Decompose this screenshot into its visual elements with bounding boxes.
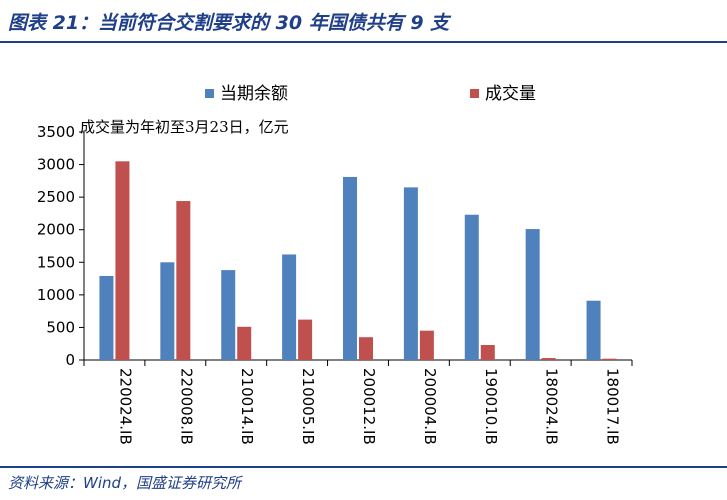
x-category-label: 220024.IB bbox=[116, 368, 134, 445]
legend-swatch bbox=[470, 89, 479, 98]
x-category-label: 180024.IB bbox=[543, 368, 561, 445]
bar-balance bbox=[525, 229, 540, 360]
bar-volume bbox=[480, 345, 495, 360]
x-category-label: 210005.IB bbox=[299, 368, 317, 445]
chart-annotation: 成交量为年初至3月23日，亿元 bbox=[80, 118, 289, 136]
bar-balance bbox=[221, 270, 236, 360]
legend-label: 当期余额 bbox=[220, 84, 288, 104]
bar-volume bbox=[602, 358, 617, 360]
bar-balance bbox=[586, 300, 601, 360]
header: 图表 21：当前符合交割要求的 30 年国债共有 9 支 bbox=[0, 0, 727, 44]
bar-volume bbox=[359, 337, 373, 360]
source-note: 资料来源：Wind，国盛证券研究所 bbox=[8, 474, 242, 492]
x-category-label: 190010.IB bbox=[482, 368, 500, 445]
y-tick-label: 3000 bbox=[37, 156, 75, 174]
bar-balance bbox=[343, 176, 357, 360]
title-rule bbox=[0, 41, 727, 43]
bar-balance bbox=[282, 254, 297, 360]
x-category-label: 200012.IB bbox=[360, 368, 378, 445]
legend-swatch bbox=[205, 89, 214, 98]
bar-balance bbox=[160, 262, 175, 360]
x-category-label: 180017.IB bbox=[604, 368, 622, 445]
y-tick-label: 1500 bbox=[37, 253, 75, 271]
bar-chart: 0 500 1000 1500 2000 2500 3000 3500 220024.IB 220… bbox=[37, 84, 633, 445]
bar-volume bbox=[541, 358, 556, 360]
y-tick-label: 1000 bbox=[37, 286, 75, 304]
bar-volume bbox=[298, 319, 313, 360]
bar-balance bbox=[464, 214, 479, 360]
legend-label: 成交量 bbox=[485, 84, 536, 104]
x-category-label: 210014.IB bbox=[238, 368, 256, 445]
bar-volume bbox=[237, 326, 252, 360]
y-tick-label: 3500 bbox=[37, 123, 75, 141]
footer-rule bbox=[0, 466, 727, 468]
y-tick-label: 0 bbox=[65, 351, 75, 369]
y-tick-label: 2000 bbox=[37, 221, 75, 239]
bar-volume bbox=[176, 201, 191, 360]
x-category-label: 220008.IB bbox=[177, 368, 195, 445]
bar-balance bbox=[99, 275, 114, 360]
x-category-label: 200004.IB bbox=[421, 368, 439, 445]
bar-volume bbox=[419, 330, 434, 360]
bar-volume bbox=[115, 161, 130, 360]
bar-balance bbox=[403, 187, 418, 360]
y-tick-label: 2500 bbox=[37, 188, 75, 206]
y-tick-label: 500 bbox=[46, 318, 75, 336]
figure-title: 图表 21：当前符合交割要求的 30 年国债共有 9 支 bbox=[8, 12, 450, 34]
